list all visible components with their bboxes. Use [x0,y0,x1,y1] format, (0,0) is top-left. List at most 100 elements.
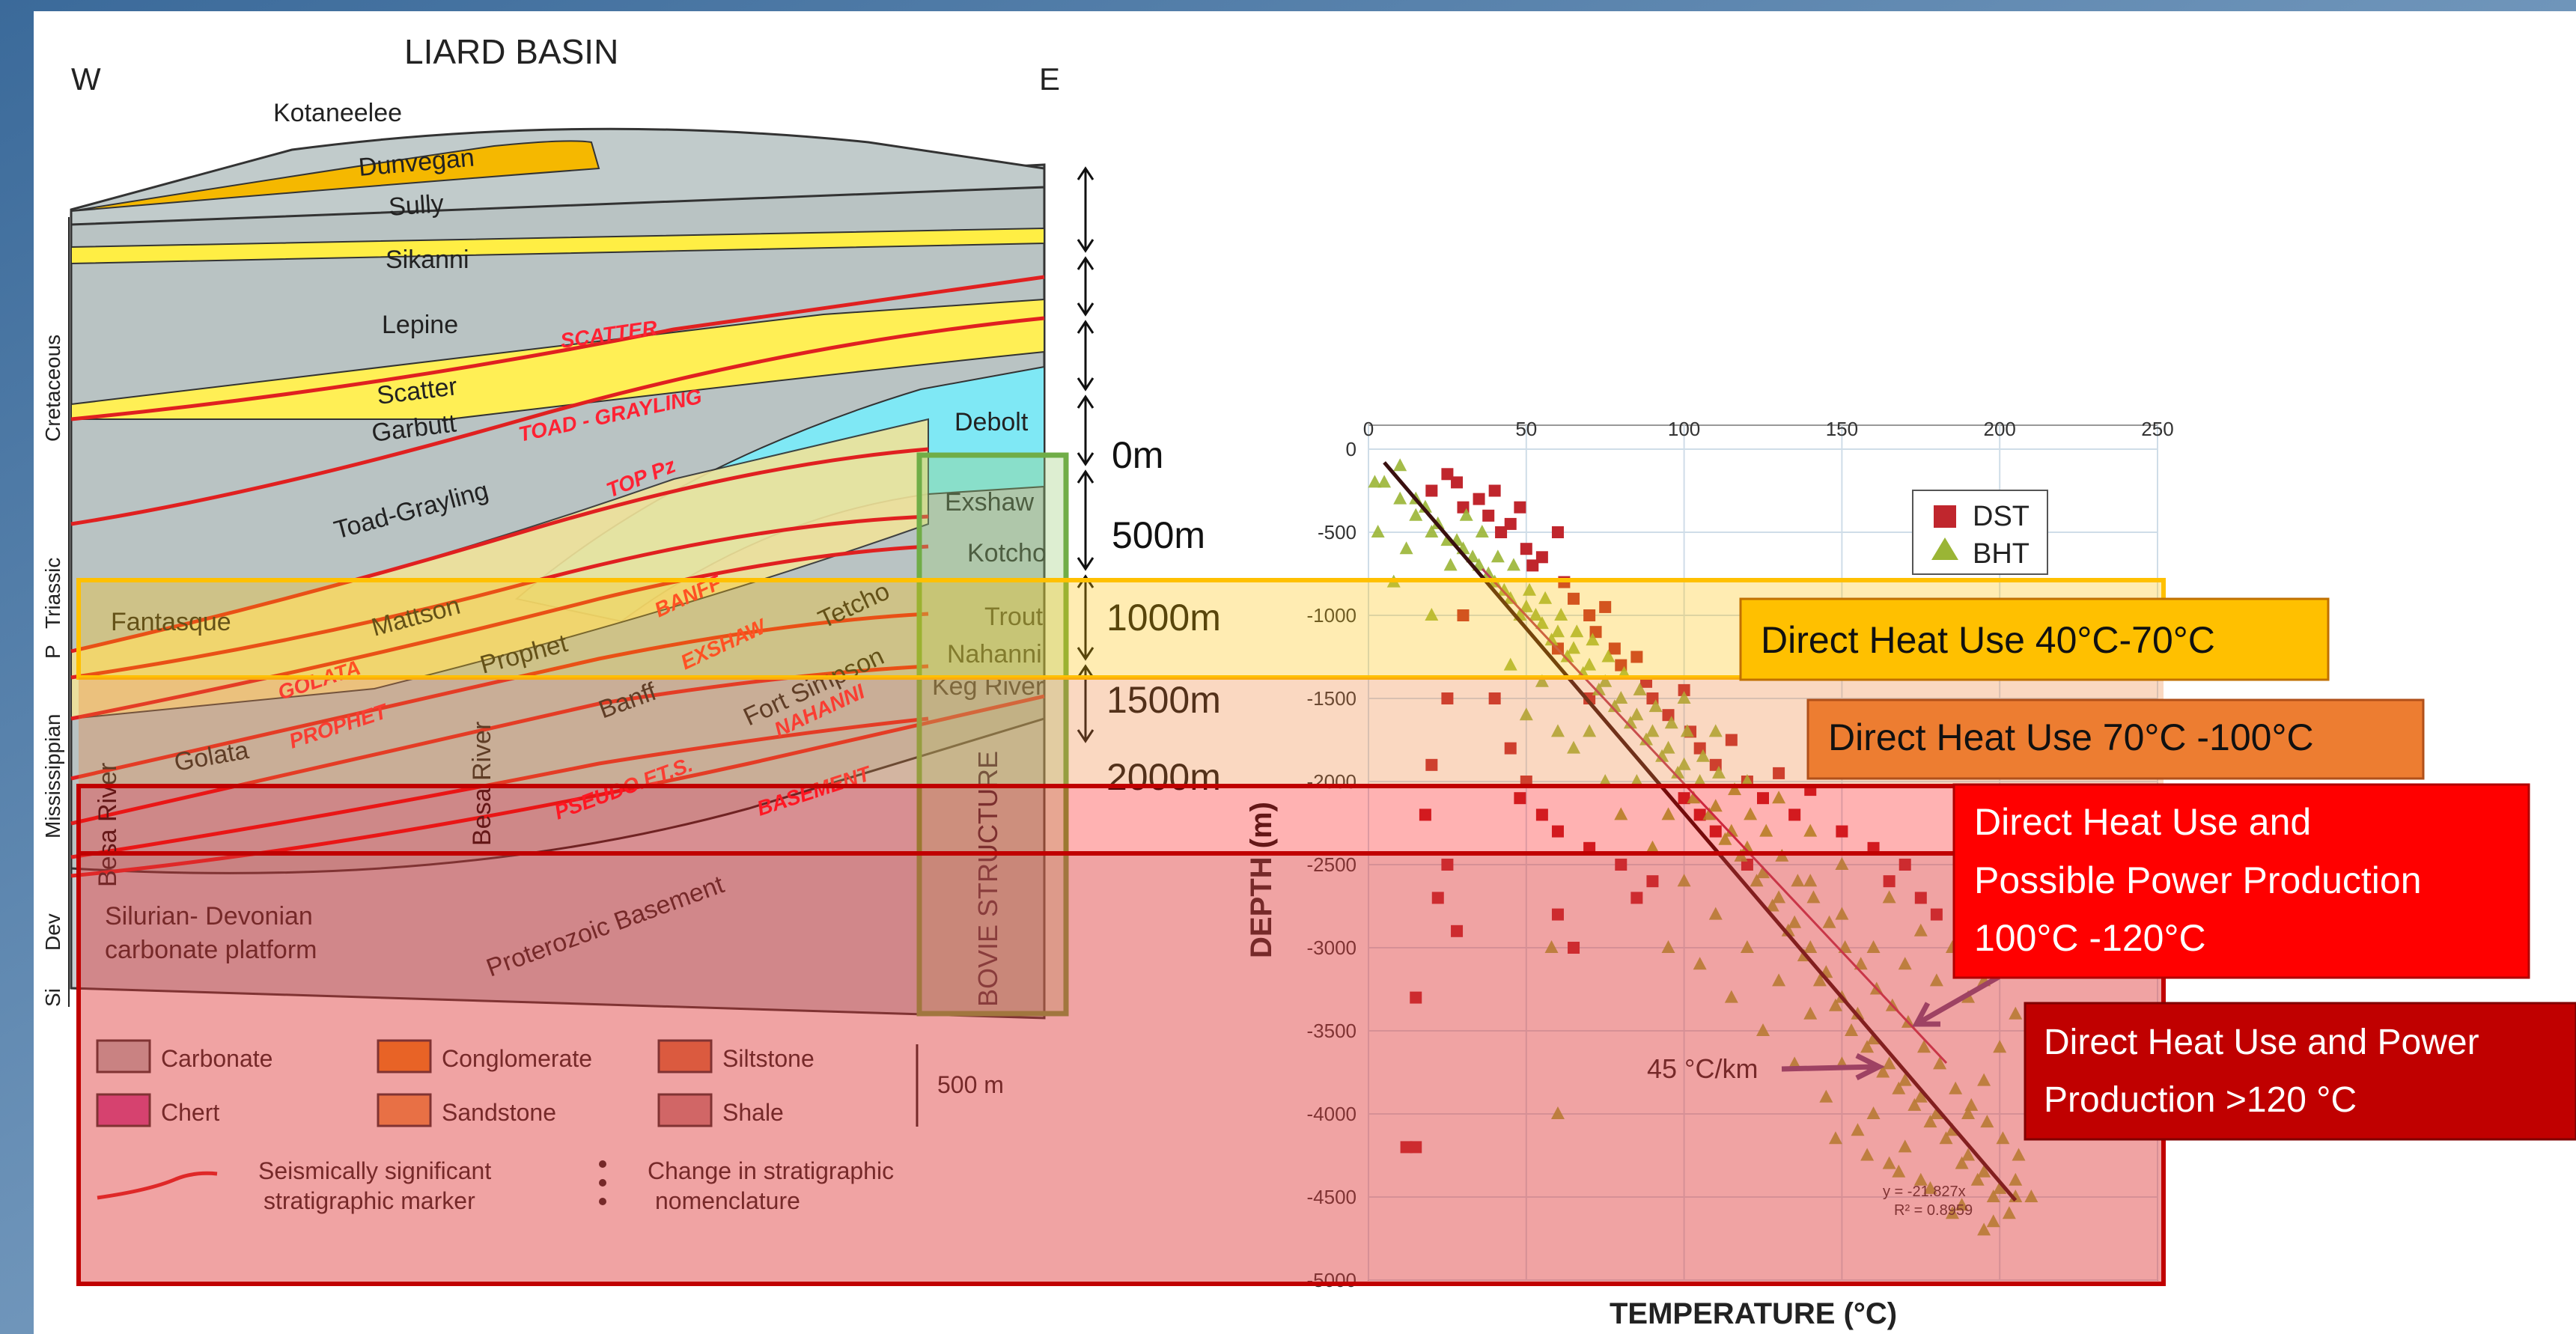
bht-point [1970,1172,1985,1186]
bht-point [1661,740,1675,754]
bht-point [1368,475,1382,488]
bht-point [1560,649,1574,663]
dst-point [1551,908,1564,921]
dst-point [1788,808,1801,821]
dst-point [1930,908,1943,921]
period-triassic: Triassic [41,558,64,629]
bht-point [1949,1081,1963,1094]
y-tick-label: -4500 [1307,1186,1357,1208]
bht-point [1913,1172,1928,1186]
dst-point [1551,526,1564,538]
bht-point [1772,973,1786,987]
dst-point [1693,808,1706,821]
y-tick-label: -3500 [1307,1020,1357,1042]
bht-point [1693,774,1707,787]
label-kotcho: Kotcho [967,539,1047,567]
label-exshaw: Exshaw [945,488,1034,517]
bht-point [1866,940,1881,953]
bht-point [1882,1056,1896,1070]
dst-point [1568,592,1580,605]
bht-point [1803,823,1818,837]
label-trout: Trout [984,603,1044,631]
legend-swatch-shale [657,1093,713,1127]
callouts: Direct Heat Use 40°C-70°C Direct Heat Us… [1739,597,2576,1141]
bht-point [1371,525,1385,537]
bht-point [1648,699,1663,713]
bht-point [2009,1006,2023,1020]
dst-point [1514,792,1526,805]
bht-point [1598,674,1613,687]
callout-2-line-1: Direct Heat Use 70°C -100°C [1828,716,2314,758]
label-besa-river-1: Besa River [94,763,122,887]
y-tick-label: -1500 [1307,687,1357,710]
bht-point [1788,915,1802,928]
bht-point [1702,807,1717,820]
callout-2-box [1806,698,2425,780]
depth-1000m: 1000m [1106,597,1221,639]
legend-scale: 500 m [937,1071,1004,1098]
callout-4-line-1: Direct Heat Use and Power [2044,1023,2479,1062]
legend-conglomerate: Conglomerate [442,1045,592,1072]
chart-legend-dst-marker [1934,505,1956,528]
bht-point [1393,458,1407,472]
bht-point [1677,757,1691,770]
band-100-120 [76,784,2166,856]
bht-point [1866,1032,1881,1045]
bht-point [1523,582,1537,596]
bht-point [1791,874,1805,887]
bht-point [1711,765,1726,779]
dst-point [1451,925,1464,937]
gradient-arrow-2 [1912,974,2000,1027]
legend-swatch-chert [96,1093,151,1127]
dst-point [1678,683,1690,696]
west-label: W [71,61,101,97]
bht-point [1812,973,1827,987]
x-tick-label: 200 [1984,418,2016,440]
bht-point [1592,682,1606,695]
dst-point [1451,476,1464,489]
chart-ticks: 0 50 100 150 200 250 0 -500 -1000 -1500 -2000 -2500… [1307,418,2174,1291]
legend-swatch-sandstone [377,1093,432,1127]
y-tick-label: -3000 [1307,936,1357,959]
bht-point [1567,740,1581,754]
bht-point [1550,724,1565,737]
x-tick-label: 100 [1668,418,1700,440]
bht-point [1503,657,1517,671]
dst-point [1441,859,1454,871]
y-tick-label: -500 [1318,521,1356,543]
bht-point [1803,940,1818,953]
bht-point [1482,566,1496,579]
dst-point [1914,892,1927,904]
legend-siltstone: Siltstone [722,1045,814,1072]
bht-point [1892,1164,1906,1178]
dst-point [1514,501,1526,514]
bht-point [1409,508,1423,521]
bht-point [1718,832,1732,845]
dst-point [1488,692,1501,704]
bht-point [1822,915,1836,928]
bht-point [1803,874,1818,887]
y-tick-label: -1000 [1307,604,1357,627]
bht-point [1907,1097,1922,1111]
bht-point [1996,1131,2010,1145]
dst-point [1520,543,1532,555]
y-axis-title: DEPTH (m) [1245,802,1278,958]
bht-point [1917,1040,1931,1053]
bht-point [1671,765,1685,779]
bht-point [1913,923,1928,936]
bht-point [1993,1040,2007,1053]
dst-point [1410,991,1422,1004]
bht-point [1661,807,1675,820]
legend-marker-line [97,1171,218,1200]
legend-marker-2: stratigraphic marker [264,1187,475,1214]
bht-point [1892,1081,1906,1094]
depth-2000m: 2000m [1106,756,1221,798]
bht-point [1677,874,1691,887]
bht-point [1854,957,1868,970]
bht-point [1554,608,1568,621]
legend-shale: Shale [722,1099,784,1126]
bht-point [1803,1006,1818,1020]
dst-point [1568,942,1580,954]
dst-point [1773,767,1785,779]
bht-point [1961,1106,1976,1119]
